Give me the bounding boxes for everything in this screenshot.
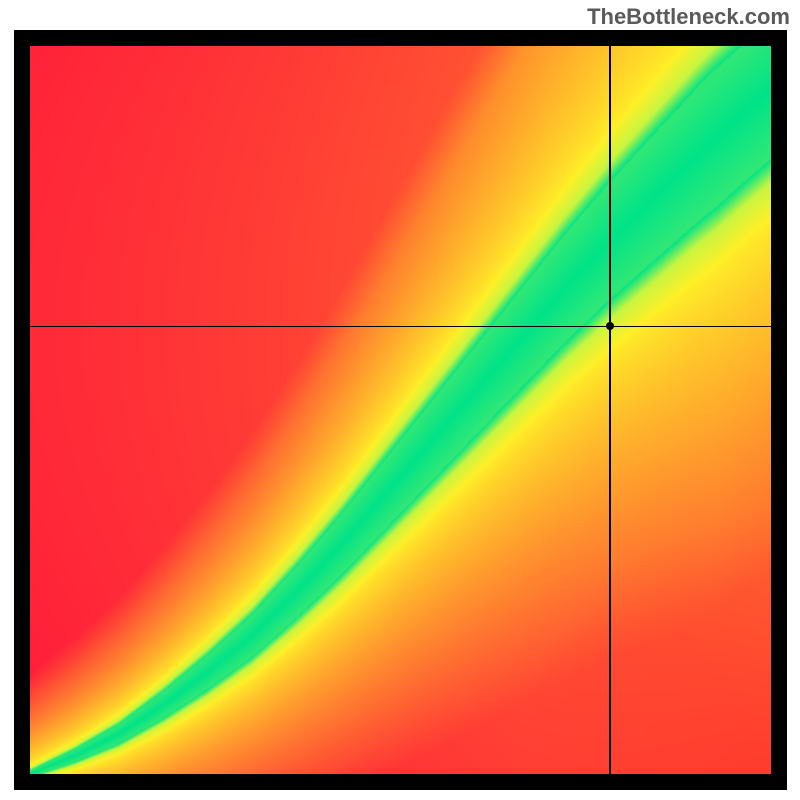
crosshair-vertical-line	[609, 46, 611, 774]
crosshair-horizontal-line	[30, 326, 771, 328]
chart-container: TheBottleneck.com	[0, 0, 800, 800]
plot-frame-border	[14, 30, 787, 790]
watermark-text: TheBottleneck.com	[587, 4, 790, 30]
